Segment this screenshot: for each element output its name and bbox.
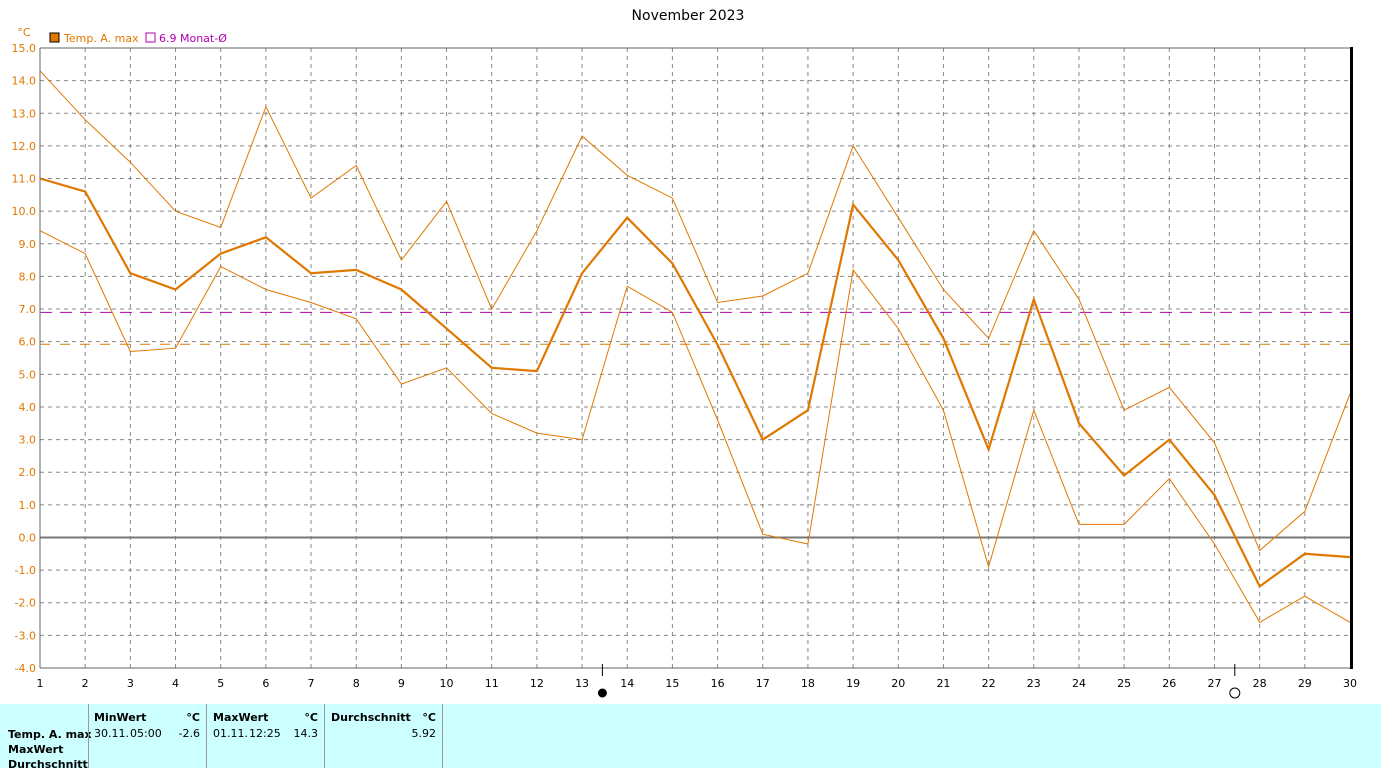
y-tick-label: 6.0 bbox=[19, 336, 37, 349]
y-tick-labels: 15.0 14.0 13.0 12.0 11.0 10.0 9.0 8.0 7.0 6.0 5.0 4… bbox=[12, 42, 37, 675]
x-tick-label: 7 bbox=[308, 677, 315, 690]
full-moon-icon bbox=[1229, 687, 1241, 699]
y-axis-unit: °C bbox=[17, 26, 31, 39]
legend-label-temp-max: Temp. A. max bbox=[63, 32, 139, 45]
x-tick-label: 13 bbox=[575, 677, 589, 690]
new-moon-icon bbox=[597, 688, 607, 698]
x-tick-label: 17 bbox=[756, 677, 770, 690]
x-tick-label: 12 bbox=[530, 677, 544, 690]
stats-unit-average: °C bbox=[422, 711, 436, 724]
y-tick-label: 3.0 bbox=[19, 434, 37, 447]
y-tick-label: 9.0 bbox=[19, 238, 37, 251]
y-tick-label: 5.0 bbox=[19, 368, 37, 381]
x-tick-label: 20 bbox=[891, 677, 905, 690]
x-tick-label: 6 bbox=[262, 677, 269, 690]
stats-min-date: 30.11. bbox=[94, 727, 129, 740]
x-tick-label: 5 bbox=[217, 677, 224, 690]
y-tick-label: 14.0 bbox=[12, 75, 37, 88]
x-tick-label: 8 bbox=[353, 677, 360, 690]
x-tick-label: 21 bbox=[936, 677, 950, 690]
series-lines bbox=[39, 70, 1351, 623]
stats-max-time: 12:25 bbox=[249, 727, 281, 740]
y-tick-label: 15.0 bbox=[12, 42, 37, 55]
legend: Temp. A. max 6.9 Monat-Ø bbox=[49, 32, 227, 45]
x-tick-label: 16 bbox=[711, 677, 725, 690]
plot-frame bbox=[39, 47, 1353, 669]
y-tick-label: 13.0 bbox=[12, 107, 37, 120]
x-tick-label: 29 bbox=[1298, 677, 1312, 690]
series-line-main bbox=[39, 177, 1351, 589]
x-tick-label: 14 bbox=[620, 677, 634, 690]
stats-min-time: 05:00 bbox=[130, 727, 162, 740]
y-tick-label: 4.0 bbox=[19, 401, 37, 414]
stats-unit-min: °C bbox=[186, 711, 200, 724]
stats-header-max: MaxWert bbox=[213, 711, 269, 724]
y-tick-label: -2.0 bbox=[15, 597, 36, 610]
x-tick-label: 10 bbox=[440, 677, 454, 690]
x-tick-label: 18 bbox=[801, 677, 815, 690]
y-tick-label: -4.0 bbox=[15, 662, 36, 675]
y-tick-label: -1.0 bbox=[15, 564, 36, 577]
stats-row-label-durchschnitt: Durchschnitt bbox=[8, 758, 88, 771]
x-tick-label: 23 bbox=[1027, 677, 1041, 690]
x-tick-label: 26 bbox=[1162, 677, 1176, 690]
stats-row-label-maxwert: MaxWert bbox=[8, 743, 64, 756]
y-tick-label: 2.0 bbox=[19, 466, 37, 479]
y-tick-label: 10.0 bbox=[12, 205, 37, 218]
y-tick-label: -3.0 bbox=[15, 629, 36, 642]
x-tick-label: 1 bbox=[37, 677, 44, 690]
reference-lines bbox=[40, 311, 1350, 345]
x-tick-label: 9 bbox=[398, 677, 405, 690]
x-tick-label: 2 bbox=[82, 677, 89, 690]
y-tick-label: 11.0 bbox=[12, 173, 37, 186]
moon-phase-markers bbox=[597, 664, 1241, 699]
stats-column-max: MaxWert °C 01.11. 12:25 14.3 bbox=[206, 704, 324, 768]
statistics-table: Temp. A. max MaxWert Durchschnitt MinWer… bbox=[0, 704, 1381, 771]
x-tick-labels: 1 2 3 4 5 6 7 8 9 10 11 12 13 14 15 16 17 18 19 20 21 22 23 24 2… bbox=[37, 677, 1358, 690]
stats-column-min: MinWert °C 30.11. 05:00 -2.6 bbox=[88, 704, 206, 768]
x-tick-label: 28 bbox=[1253, 677, 1267, 690]
legend-swatch-month-avg bbox=[145, 32, 156, 43]
stats-header-average: Durchschnitt bbox=[331, 711, 411, 724]
grid bbox=[40, 47, 1350, 669]
series-line-lower bbox=[39, 230, 1351, 623]
x-tick-label: 11 bbox=[485, 677, 499, 690]
x-tick-label: 22 bbox=[982, 677, 996, 690]
x-tick-label: 25 bbox=[1117, 677, 1131, 690]
chart-title: November 2023 bbox=[632, 8, 745, 24]
stats-unit-max: °C bbox=[304, 711, 318, 724]
y-tick-label: 8.0 bbox=[19, 270, 37, 283]
right-frame-bar bbox=[1350, 47, 1353, 669]
x-tick-label: 24 bbox=[1072, 677, 1086, 690]
stats-row-label-temp-max: Temp. A. max bbox=[8, 728, 92, 741]
legend-label-month-avg: 6.9 Monat-Ø bbox=[159, 32, 227, 45]
stats-header-min: MinWert bbox=[94, 711, 147, 724]
x-tick-label: 27 bbox=[1207, 677, 1221, 690]
stats-column-average: Durchschnitt °C 5.92 bbox=[324, 704, 443, 768]
x-tick-label: 3 bbox=[127, 677, 134, 690]
y-tick-label: 0.0 bbox=[19, 531, 37, 544]
y-tick-label: 1.0 bbox=[19, 499, 37, 512]
x-tick-label: 15 bbox=[665, 677, 679, 690]
temperature-chart: November 2023 °C Temp. A. max 6.9 Monat-… bbox=[12, 8, 1358, 699]
stats-max-value: 14.3 bbox=[293, 727, 319, 740]
series-line-upper bbox=[39, 70, 1351, 552]
x-tick-label: 30 bbox=[1343, 677, 1357, 690]
stats-min-value: -2.6 bbox=[178, 727, 200, 740]
y-tick-label: 12.0 bbox=[12, 140, 37, 153]
x-tick-label: 19 bbox=[846, 677, 860, 690]
legend-swatch-temp-max bbox=[49, 32, 60, 43]
stats-average-value: 5.92 bbox=[411, 727, 437, 740]
y-tick-label: 7.0 bbox=[19, 303, 37, 316]
x-tick-label: 4 bbox=[172, 677, 179, 690]
stats-max-date: 01.11. bbox=[213, 727, 248, 740]
